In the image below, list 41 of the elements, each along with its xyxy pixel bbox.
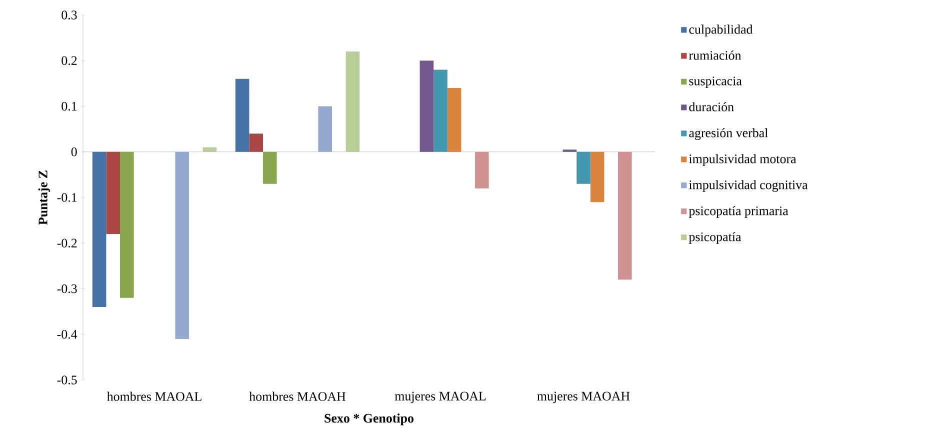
- y-tick-label: -0.3: [57, 284, 77, 294]
- legend-label: culpabilidad: [689, 24, 753, 36]
- y-tick-label: -0.2: [57, 238, 77, 248]
- legend-label: impulsividad cognitiva: [688, 180, 808, 192]
- bar: [92, 152, 106, 307]
- bar: [318, 106, 332, 152]
- bar: [576, 152, 590, 184]
- bar: [202, 147, 217, 152]
- x-axis-title: Sexo * Genotipo: [324, 414, 414, 426]
- y-tick-label: -0.1: [57, 193, 77, 202]
- x-tick-label: mujeres MAOAH: [537, 392, 630, 404]
- y-tick-label: 0: [71, 148, 77, 156]
- legend-label: duración: [689, 102, 734, 112]
- legend-label: psicopatía: [688, 232, 742, 244]
- legend-label: rumiación: [688, 50, 742, 60]
- legend-label: psicopatía primaria: [688, 206, 788, 218]
- bar: [618, 152, 632, 280]
- x-tick-label: hombres MAOAL: [106, 392, 202, 401]
- bar: [235, 78, 250, 152]
- y-tick-label: -0.4: [57, 330, 78, 339]
- bar: [120, 152, 134, 298]
- y-tick-label: 0.3: [62, 10, 77, 20]
- x-tick-label: mujeres MAOAL: [394, 392, 486, 404]
- bar: [590, 152, 604, 202]
- y-axis-title: Puntaje Z: [38, 170, 50, 225]
- bar: [475, 152, 489, 188]
- bar: [175, 152, 189, 339]
- bar: [420, 60, 434, 152]
- bar: [346, 52, 360, 152]
- bar: [434, 70, 448, 152]
- y-tick-label: 0.1: [62, 102, 77, 111]
- bar: [263, 152, 277, 184]
- bar: [447, 88, 462, 152]
- legend-label: agresión verbal: [689, 128, 768, 140]
- y-tick-label: -0.5: [57, 376, 77, 384]
- legend-label: impulsividad motora: [688, 154, 796, 166]
- legend-label: suspicacia: [689, 76, 742, 88]
- x-tick-label: hombres MAOAH: [249, 392, 346, 401]
- bar: [106, 152, 120, 234]
- bar: [249, 134, 263, 152]
- y-tick-label: 0.2: [62, 56, 77, 66]
